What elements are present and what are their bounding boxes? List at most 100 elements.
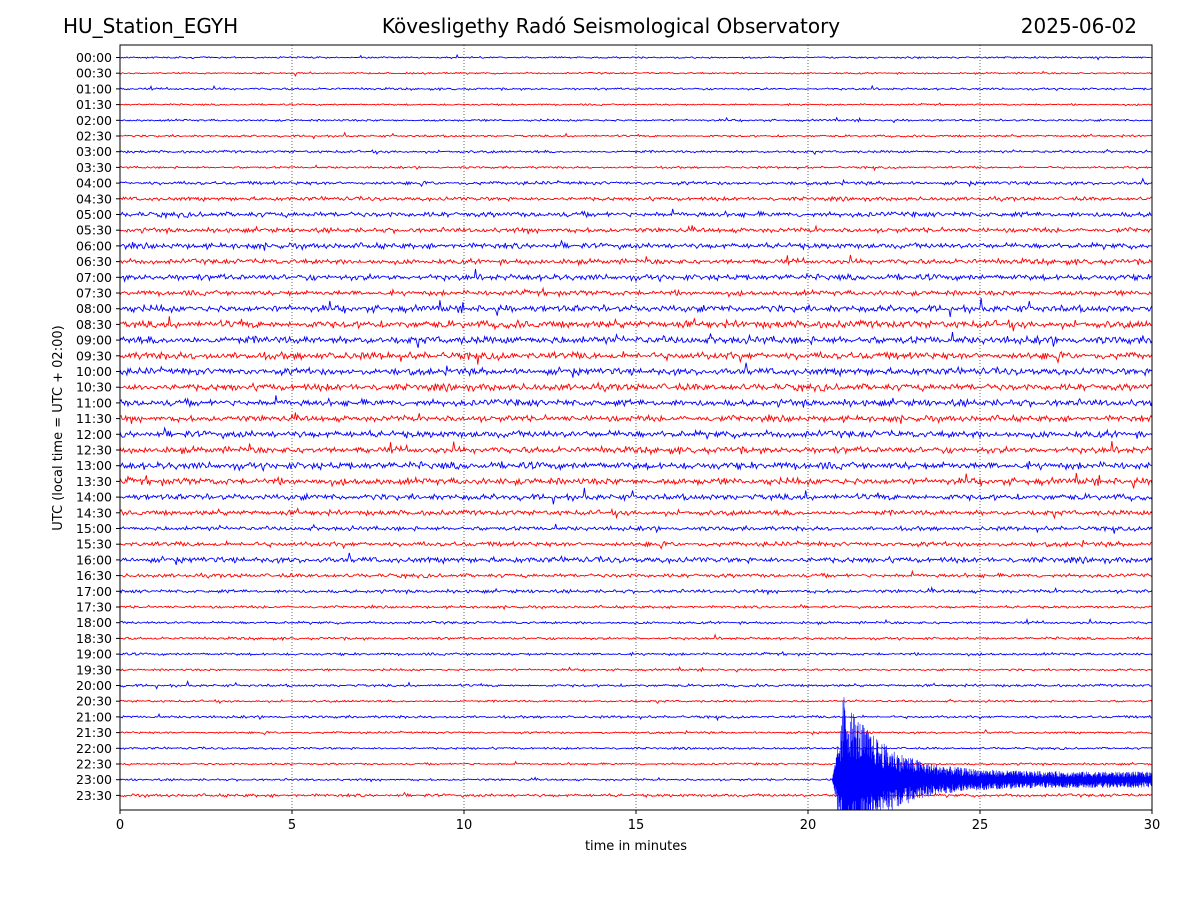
trace-row-0900	[120, 332, 1152, 348]
trace-row-1700	[120, 586, 1152, 596]
trace-row-1630	[120, 569, 1152, 580]
y-tick-label: 08:00	[76, 301, 112, 316]
y-tick-label: 05:30	[76, 223, 112, 238]
y-tick-label: 07:30	[76, 286, 112, 301]
y-tick-label: 01:00	[76, 81, 112, 96]
y-tick-label: 02:30	[76, 129, 112, 144]
trace-row-2030	[120, 698, 1152, 705]
grid-layer	[291, 45, 981, 810]
trace-row-0430	[120, 195, 1152, 203]
trace-row-0230	[120, 131, 1152, 140]
trace-row-1930	[120, 666, 1152, 673]
y-tick-label: 00:00	[76, 50, 112, 65]
y-tick-label: 00:30	[76, 66, 112, 81]
earthquake-event-trace	[831, 697, 1152, 810]
y-tick-label: 18:00	[76, 615, 112, 630]
trace-row-1730	[120, 603, 1152, 611]
y-tick-label: 07:00	[76, 270, 112, 285]
y-tick-label: 12:30	[76, 443, 112, 458]
trace-row-1200	[120, 426, 1152, 440]
trace-row-1900	[120, 650, 1152, 657]
trace-row-1500	[120, 523, 1152, 534]
y-tick-label: 08:30	[76, 317, 112, 332]
y-tick-label: 18:30	[76, 631, 112, 646]
y-tick-label: 04:00	[76, 176, 112, 191]
trace-row-1100	[120, 395, 1152, 409]
trace-row-0400	[120, 177, 1152, 188]
y-tick-label: 06:00	[76, 238, 112, 253]
trace-row-0000	[120, 53, 1152, 61]
trace-row-1400	[120, 487, 1152, 505]
y-tick-label: 21:30	[76, 725, 112, 740]
y-tick-label: 19:30	[76, 662, 112, 677]
trace-row-0630	[120, 254, 1152, 267]
y-tick-label: 11:30	[76, 411, 112, 426]
trace-row-0130	[120, 102, 1152, 107]
trace-row-0800	[120, 298, 1152, 317]
x-tick-label: 25	[972, 818, 989, 833]
trace-row-2330	[120, 791, 1152, 799]
y-tick-label: 19:00	[76, 647, 112, 662]
y-tick-label: 15:30	[76, 537, 112, 552]
trace-row-2200	[120, 746, 1152, 751]
y-tick-label: 05:00	[76, 207, 112, 222]
station-label: HU_Station_EGYH	[63, 14, 239, 38]
trace-row-0200	[120, 116, 1152, 124]
trace-row-2100	[120, 713, 1152, 722]
y-tick-label: 10:00	[76, 364, 112, 379]
y-tick-label: 22:30	[76, 757, 112, 772]
y-tick-label: 11:00	[76, 395, 112, 410]
date-label: 2025-06-02	[1020, 14, 1137, 38]
y-tick-label: 17:00	[76, 584, 112, 599]
y-tick-label: 04:30	[76, 191, 112, 206]
y-tick-label: 09:30	[76, 348, 112, 363]
y-tick-label: 20:00	[76, 678, 112, 693]
y-tick-label: 13:30	[76, 474, 112, 489]
trace-row-2130	[120, 729, 1152, 736]
trace-row-0300	[120, 148, 1152, 156]
y-tick-label: 12:00	[76, 427, 112, 442]
y-tick-label: 13:00	[76, 458, 112, 473]
x-tick-label: 10	[456, 818, 473, 833]
trace-row-1130	[120, 412, 1152, 425]
x-axis-label: time in minutes	[585, 839, 687, 854]
trace-row-1800	[120, 617, 1152, 626]
trace-row-0100	[120, 84, 1152, 92]
x-tick-label: 30	[1144, 818, 1161, 833]
trace-layer	[120, 53, 1152, 810]
y-tick-label: 15:00	[76, 521, 112, 536]
y-tick-label: 20:30	[76, 694, 112, 709]
y-tick-label: 03:30	[76, 160, 112, 175]
axis-layer: 00:0000:3001:0001:3002:0002:3003:0003:30…	[76, 50, 1160, 833]
y-tick-label: 10:30	[76, 380, 112, 395]
y-tick-label: 14:00	[76, 490, 112, 505]
y-tick-label: 22:00	[76, 741, 112, 756]
y-tick-label: 16:00	[76, 552, 112, 567]
y-tick-label: 01:30	[76, 97, 112, 112]
x-tick-label: 5	[288, 818, 296, 833]
trace-row-0030	[120, 70, 1152, 77]
y-tick-label: 21:00	[76, 709, 112, 724]
y-axis-label: UTC (local time = UTC + 02:00)	[51, 325, 66, 530]
x-tick-label: 20	[800, 818, 817, 833]
trace-row-1030	[120, 381, 1152, 394]
chart-title: Kövesligethy Radó Seismological Observat…	[381, 14, 841, 38]
trace-row-1300	[120, 460, 1152, 472]
trace-row-0600	[120, 239, 1152, 251]
trace-row-1430	[120, 507, 1152, 520]
y-tick-label: 16:30	[76, 568, 112, 583]
y-tick-label: 23:00	[76, 772, 112, 787]
trace-row-0830	[120, 316, 1152, 332]
trace-row-2230	[120, 760, 1152, 767]
trace-row-0930	[120, 350, 1152, 365]
y-tick-label: 14:30	[76, 505, 112, 520]
trace-row-0730	[120, 286, 1152, 299]
trace-row-0500	[120, 208, 1152, 220]
trace-row-0700	[120, 268, 1152, 283]
y-tick-label: 09:00	[76, 333, 112, 348]
y-tick-label: 02:00	[76, 113, 112, 128]
x-tick-label: 0	[116, 818, 124, 833]
trace-row-1830	[120, 633, 1152, 642]
trace-row-1530	[120, 539, 1152, 550]
